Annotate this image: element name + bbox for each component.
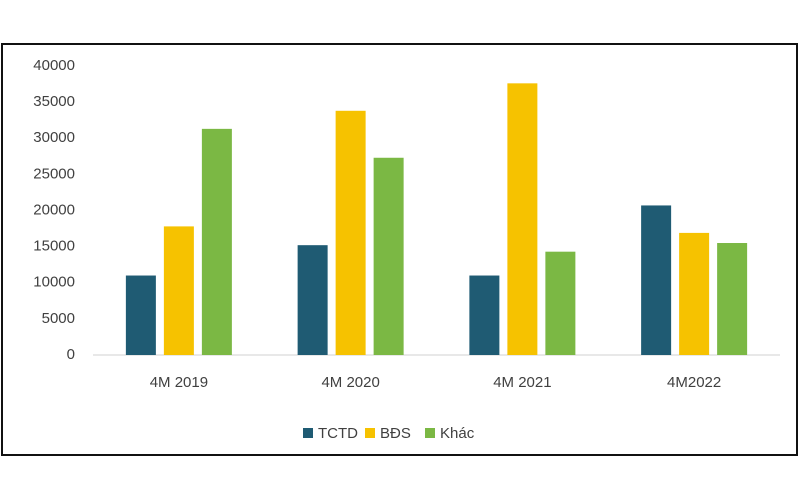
bar (297, 245, 328, 355)
y-tick-label: 0 (67, 346, 75, 363)
bar (201, 128, 232, 355)
y-tick-label: 15000 (33, 238, 75, 255)
y-tick-label: 35000 (33, 93, 75, 110)
y-tick-label: 40000 (33, 57, 75, 74)
bar (125, 275, 156, 355)
y-tick-label: 10000 (33, 274, 75, 291)
x-tick-label: 4M 2020 (321, 374, 379, 391)
bar (373, 157, 404, 355)
legend-swatch (303, 428, 313, 438)
legend-label: TCTD (318, 425, 358, 442)
bar (469, 275, 500, 355)
bar (163, 226, 194, 355)
legend-label: BĐS (380, 425, 411, 442)
y-tick-label: 25000 (33, 165, 75, 182)
bar (717, 243, 748, 355)
y-tick-label: 30000 (33, 129, 75, 146)
legend-swatch (425, 428, 435, 438)
bar (335, 110, 366, 355)
x-tick-label: 4M2022 (667, 374, 721, 391)
bar (507, 83, 538, 355)
bar (641, 205, 672, 355)
legend-label: Khác (440, 425, 475, 442)
x-tick-label: 4M 2021 (493, 374, 551, 391)
y-tick-label: 20000 (33, 201, 75, 218)
bar (545, 251, 576, 355)
x-tick-label: 4M 2019 (150, 374, 208, 391)
legend-swatch (365, 428, 375, 438)
bar (679, 232, 710, 355)
y-tick-label: 5000 (42, 310, 75, 327)
